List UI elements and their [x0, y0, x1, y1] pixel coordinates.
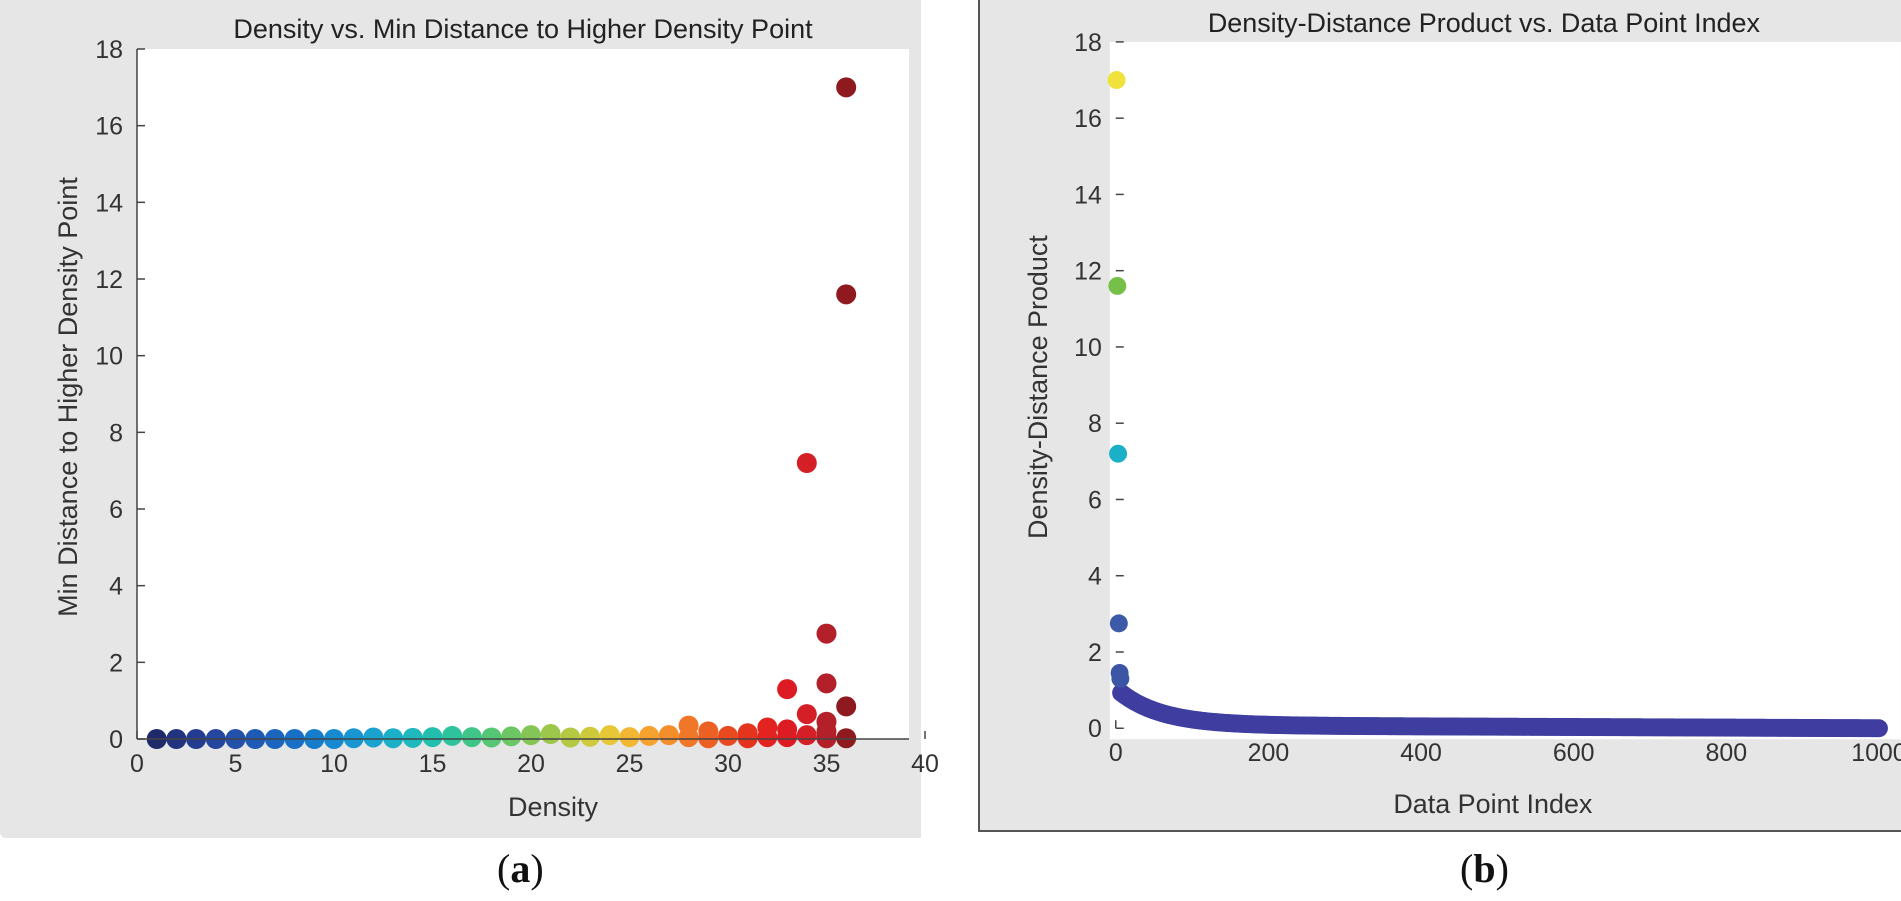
- chart-a-point: [363, 727, 384, 748]
- chart-a-point: [402, 727, 423, 748]
- chart-a-point: [599, 725, 620, 746]
- chart-b-xtick-label: 400: [1400, 739, 1442, 767]
- chart-a-ytick-label: 8: [109, 419, 123, 447]
- chart-a-point: [836, 696, 857, 717]
- chart-b-ytick-label: 6: [1088, 486, 1102, 514]
- chart-a-ytick-label: 12: [95, 266, 123, 294]
- chart-b-point: [1111, 669, 1130, 688]
- chart-a-ytick-label: 10: [95, 343, 123, 371]
- chart-a-point: [796, 453, 817, 473]
- chart-b-plot-area: [1109, 41, 1901, 740]
- chart-b-ytick-label: 10: [1074, 334, 1102, 362]
- chart-a-point: [481, 727, 502, 748]
- chart-b-xtick-label: 600: [1553, 739, 1595, 767]
- chart-b-title: Density-Distance Product vs. Data Point …: [1208, 8, 1761, 38]
- chart-a-point: [343, 728, 364, 749]
- caption-b: (b): [1460, 845, 1509, 892]
- chart-a-point: [836, 728, 857, 749]
- chart-b-tail-point: [1869, 719, 1888, 738]
- chart-a-point: [816, 673, 837, 694]
- chart-a-ytick-label: 0: [109, 726, 123, 754]
- chart-a-xtick-label: 25: [616, 750, 644, 778]
- caption-a-close: ): [530, 846, 544, 891]
- chart-a-ytick-label: 14: [95, 189, 123, 217]
- chart-a-point: [836, 284, 857, 305]
- chart-a-point: [737, 728, 758, 749]
- chart-a-point: [442, 725, 463, 746]
- chart-b-xtick-label: 200: [1248, 739, 1290, 767]
- chart-a-point: [501, 726, 522, 747]
- chart-a-point: [796, 704, 817, 725]
- chart-a-plot-area: [137, 49, 909, 739]
- caption-a-letter: a: [510, 846, 531, 891]
- chart-a-ytick-label: 18: [95, 36, 123, 64]
- chart-a-point: [678, 727, 699, 748]
- caption-b-open: (: [1460, 846, 1474, 891]
- chart-a-ytick-label: 16: [95, 113, 123, 141]
- chart-a-xtick-label: 40: [911, 750, 939, 778]
- chart-b-xtick-label: 1000: [1851, 739, 1901, 767]
- chart-a-point: [698, 728, 719, 749]
- caption-b-letter: b: [1473, 846, 1496, 891]
- chart-panel-a: Density vs. Min Distance to Higher Densi…: [0, 0, 939, 838]
- chart-a-xtick-label: 10: [320, 750, 348, 778]
- chart-b-ylabel: Density-Distance Product: [1023, 235, 1053, 539]
- chart-a-svg: Density vs. Min Distance to Higher Densi…: [53, 14, 939, 822]
- chart-a-xtick-label: 15: [419, 750, 447, 778]
- chart-a-point: [639, 725, 660, 746]
- chart-a-point: [816, 728, 837, 749]
- chart-a-title: Density vs. Min Distance to Higher Densi…: [233, 14, 813, 44]
- chart-a-point: [658, 725, 679, 746]
- chart-a-point: [461, 727, 482, 748]
- caption-a-open: (: [497, 846, 511, 891]
- chart-a-point: [540, 724, 561, 745]
- chart-b-ytick-label: 16: [1074, 105, 1102, 133]
- chart-a-point: [521, 725, 541, 746]
- chart-b-xlabel: Data Point Index: [1393, 789, 1593, 819]
- chart-a-point: [757, 727, 778, 748]
- chart-a-point: [816, 623, 837, 644]
- chart-b-ytick-label: 0: [1088, 715, 1102, 743]
- chart-a-ytick-label: 2: [109, 649, 123, 677]
- chart-a-point: [836, 77, 857, 98]
- caption-b-close: ): [1495, 846, 1509, 891]
- chart-a-point: [619, 727, 640, 748]
- chart-a-point: [580, 726, 601, 747]
- chart-b-point: [1109, 614, 1128, 633]
- chart-a-point: [383, 728, 404, 749]
- chart-b-point: [1109, 444, 1128, 463]
- chart-a-xtick-label: 30: [714, 750, 742, 778]
- chart-a-point: [560, 727, 581, 748]
- chart-a-xtick-label: 35: [813, 750, 841, 778]
- chart-b-ytick-label: 12: [1074, 258, 1102, 286]
- caption-a: (a): [497, 845, 544, 892]
- chart-a-point: [777, 679, 798, 700]
- chart-a-ytick-label: 4: [109, 573, 123, 601]
- chart-a-xtick-label: 5: [229, 750, 243, 778]
- chart-a-xtick-label: 0: [130, 750, 144, 778]
- chart-b-xtick-label: 800: [1706, 739, 1748, 767]
- chart-a-point: [718, 725, 738, 746]
- chart-b-point: [1108, 276, 1127, 295]
- chart-b-xtick-label: 0: [1109, 739, 1123, 767]
- chart-b-ytick-label: 18: [1074, 29, 1102, 57]
- chart-a-point: [777, 727, 798, 748]
- chart-a-ytick-label: 6: [109, 496, 123, 524]
- chart-panel-b: Density-Distance Product vs. Data Point …: [978, 0, 1901, 832]
- chart-b-ytick-label: 2: [1088, 639, 1102, 667]
- chart-a-xlabel: Density: [508, 792, 599, 822]
- chart-b-ytick-label: 4: [1088, 563, 1102, 591]
- chart-a-point: [796, 725, 817, 746]
- chart-a-xtick-label: 20: [517, 750, 545, 778]
- chart-b-point: [1107, 71, 1126, 90]
- chart-b-ytick-label: 8: [1088, 410, 1102, 438]
- chart-a-ylabel: Min Distance to Higher Density Point: [53, 177, 83, 617]
- chart-b-ytick-label: 14: [1074, 181, 1102, 209]
- chart-a-point: [422, 727, 443, 748]
- chart-b-svg: Density-Distance Product vs. Data Point …: [1023, 8, 1901, 819]
